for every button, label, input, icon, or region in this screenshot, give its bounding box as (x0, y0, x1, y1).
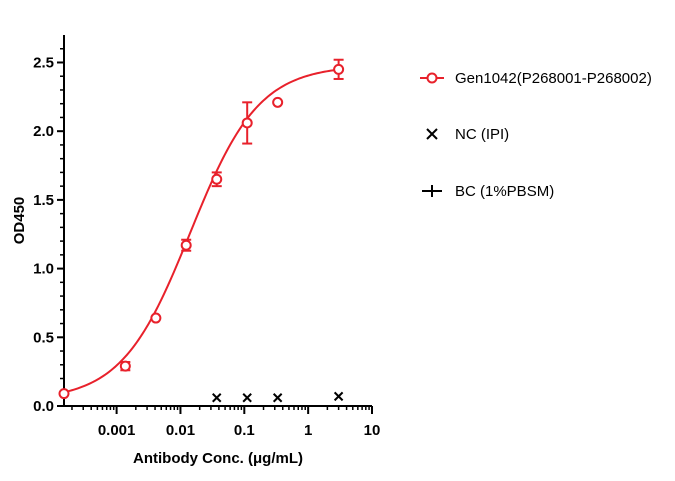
data-point-nc (333, 391, 344, 402)
legend-label-gen1042: Gen1042(P268001-P268002) (455, 70, 652, 87)
x-axis-title: Antibody Conc. (μg/mL) (133, 450, 303, 467)
data-point-nc (272, 393, 283, 403)
y-tick-label: 0.0 (33, 398, 54, 415)
data-point-nc (242, 393, 252, 403)
data-point-nc (212, 393, 222, 403)
y-tick-label: 1.0 (33, 261, 54, 278)
data-point-gen1042 (58, 388, 70, 400)
data-point-gen1042 (211, 173, 223, 185)
y-tick-label: 1.5 (33, 192, 54, 209)
x-tick-label: 0.01 (166, 422, 195, 439)
data-point-gen1042 (150, 312, 162, 324)
fit-curve-gen1042 (63, 68, 339, 394)
y-tick-label: 2.0 (33, 123, 54, 140)
legend-label-bc: BC (1%PBSM) (455, 183, 554, 200)
legend-marker-nc (426, 128, 438, 140)
legend-label-nc: NC (IPI) (455, 126, 509, 143)
data-point-gen1042 (241, 117, 253, 129)
legend-marker-bc (422, 185, 442, 197)
data-point-gen1042 (180, 239, 192, 251)
y-axis-title: OD450 (11, 197, 28, 245)
x-tick-label: 0.001 (98, 422, 136, 439)
y-tick-label: 0.5 (33, 329, 54, 346)
data-point-gen1042 (272, 96, 284, 108)
legend-marker-gen1042 (426, 72, 438, 84)
x-tick-label: 0.1 (234, 422, 255, 439)
y-tick-label: 2.5 (33, 54, 54, 71)
x-tick-label: 1 (304, 422, 312, 439)
data-point-gen1042 (119, 360, 131, 372)
x-tick-label: 10 (364, 422, 381, 439)
data-point-gen1042 (333, 63, 345, 75)
